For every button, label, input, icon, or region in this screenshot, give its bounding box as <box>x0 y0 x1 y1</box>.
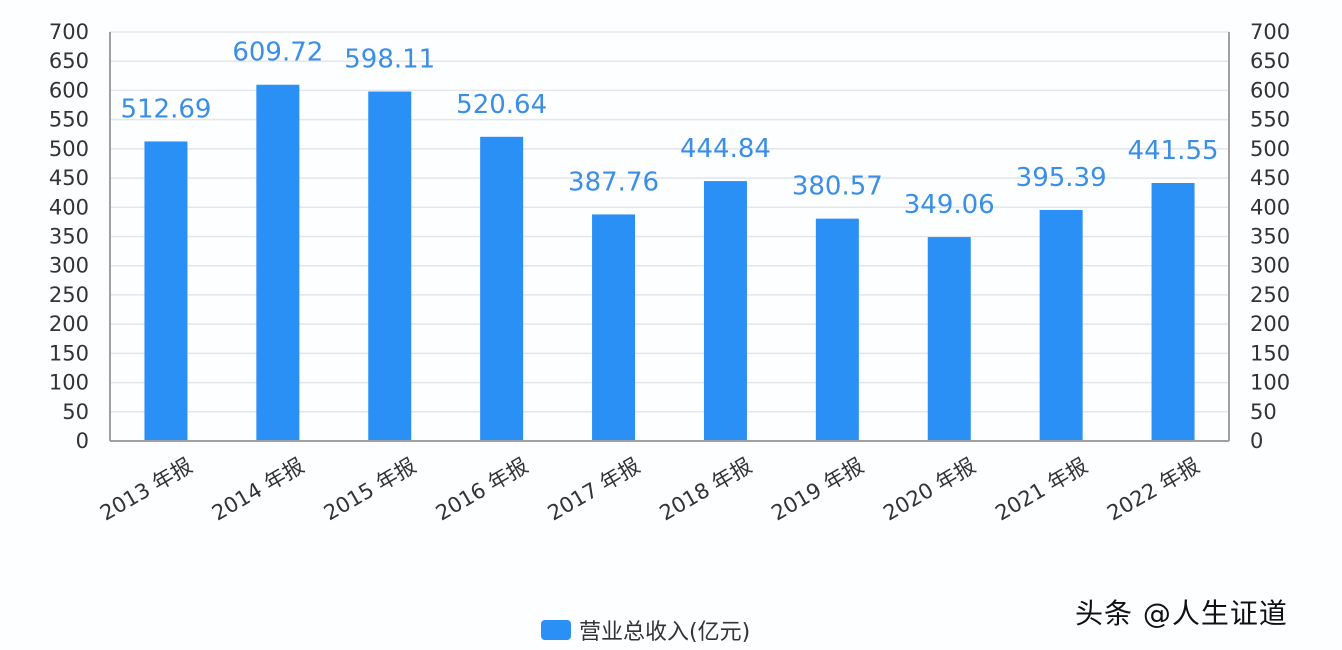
y-tick-label: 600 <box>49 78 89 102</box>
data-label: 349.06 <box>904 190 995 220</box>
y-tick-label: 500 <box>49 137 89 161</box>
x-tick-label: 2016 年报 <box>432 454 532 526</box>
data-label: 441.55 <box>1128 136 1219 166</box>
y-tick-label-right: 50 <box>1250 400 1277 424</box>
y-tick-label: 200 <box>49 312 89 336</box>
y-tick-label: 550 <box>49 108 89 132</box>
x-tick-label: 2021 年报 <box>991 454 1091 526</box>
bar <box>927 237 971 441</box>
y-axis-left-ticks: 0 50 100 150 200 250 300 350 400 450 500 550 600 650 7… <box>49 20 89 453</box>
y-tick-label-right: 350 <box>1250 225 1290 249</box>
x-tick-label: 2017 年报 <box>544 454 644 526</box>
x-tick-label: 2020 年报 <box>879 454 979 526</box>
data-labels: 512.69 609.72 598.11 520.64 387.76 444.84 380.… <box>120 38 1218 220</box>
watermark: 头条 @人生证道 <box>1075 597 1288 630</box>
data-label: 512.69 <box>120 94 211 124</box>
y-tick-label-right: 450 <box>1250 166 1290 190</box>
bar <box>703 181 747 441</box>
x-axis-labels: 2013 年报 2014 年报 2015 年报 2016 年报 2017 年报 2018 … <box>96 454 1204 526</box>
data-label: 520.64 <box>456 90 547 120</box>
bar <box>368 91 412 442</box>
y-tick-label-right: 200 <box>1250 312 1290 336</box>
legend-swatch <box>541 620 571 640</box>
bar <box>592 214 636 441</box>
bar <box>480 136 524 441</box>
bar <box>1151 183 1195 441</box>
y-tick-label: 700 <box>49 20 89 44</box>
y-tick-label: 50 <box>62 400 89 424</box>
x-tick-label: 2014 年报 <box>208 454 308 526</box>
y-tick-label: 300 <box>49 254 89 278</box>
x-tick-label: 2018 年报 <box>656 454 756 526</box>
y-tick-label: 350 <box>49 225 89 249</box>
x-tick-label: 2015 年报 <box>320 454 420 526</box>
y-tick-label-right: 400 <box>1250 195 1290 219</box>
y-axis-right-ticks: 0 50 100 150 200 250 300 350 400 450 500 550 600 650 7… <box>1250 20 1290 453</box>
y-tick-label-right: 0 <box>1250 429 1263 453</box>
y-tick-label: 100 <box>49 371 89 395</box>
data-label: 598.11 <box>344 45 435 75</box>
y-tick-label-right: 500 <box>1250 137 1290 161</box>
data-label: 444.84 <box>680 134 771 164</box>
data-label: 395.39 <box>1016 163 1107 193</box>
y-tick-label: 400 <box>49 195 89 219</box>
y-tick-label: 0 <box>76 429 89 453</box>
y-tick-label-right: 250 <box>1250 283 1290 307</box>
bar <box>815 218 859 441</box>
bar <box>1039 209 1083 441</box>
legend: 营业总收入(亿元) <box>541 614 750 646</box>
y-tick-label-right: 600 <box>1250 78 1290 102</box>
data-label: 609.72 <box>232 38 323 68</box>
y-tick-label: 150 <box>49 341 89 365</box>
x-tick-label: 2022 年报 <box>1103 454 1203 526</box>
bar <box>144 141 188 441</box>
x-tick-label: 2013 年报 <box>96 454 196 526</box>
y-tick-label-right: 700 <box>1250 20 1290 44</box>
data-label: 387.76 <box>568 167 659 197</box>
data-label: 380.57 <box>792 172 883 202</box>
y-tick-label-right: 150 <box>1250 341 1290 365</box>
legend-label: 营业总收入(亿元) <box>579 620 751 645</box>
bars <box>144 84 1195 442</box>
y-tick-label-right: 650 <box>1250 49 1290 73</box>
y-tick-label-right: 100 <box>1250 371 1290 395</box>
y-tick-label-right: 550 <box>1250 108 1290 132</box>
x-tick-label: 2019 年报 <box>767 454 867 526</box>
y-tick-label: 650 <box>49 49 89 73</box>
y-tick-label-right: 300 <box>1250 254 1290 278</box>
bar <box>256 84 300 441</box>
y-tick-label: 250 <box>49 283 89 307</box>
y-tick-label: 450 <box>49 166 89 190</box>
